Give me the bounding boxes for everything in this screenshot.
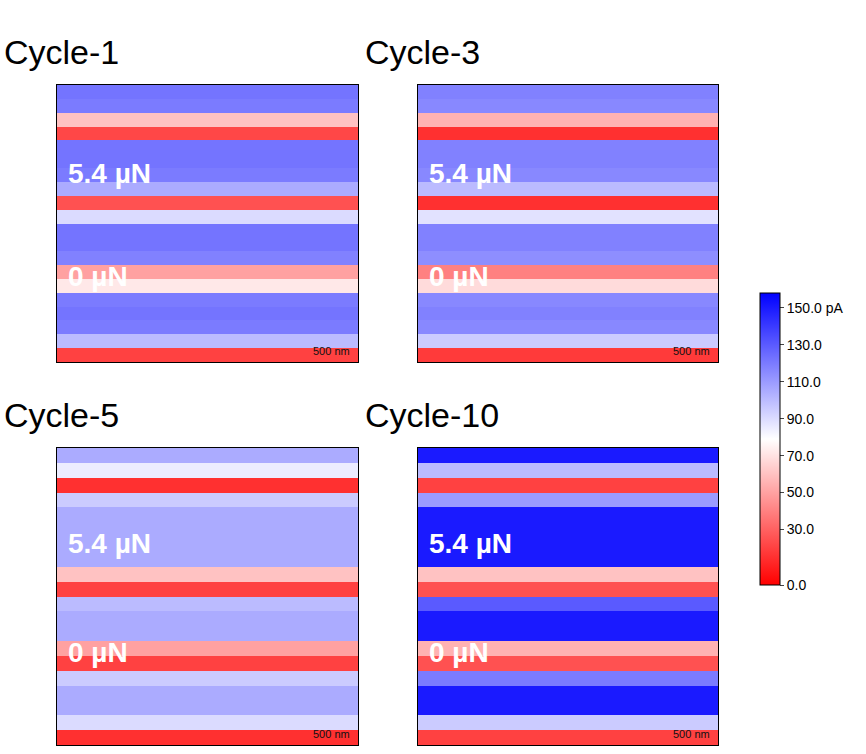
svg-text:Cycle-5: Cycle-5 [4,396,119,434]
svg-text:5.4 µN: 5.4 µN [429,528,512,559]
svg-text:5.4 µN: 5.4 µN [429,158,512,189]
svg-text:30.0: 30.0 [787,521,814,537]
svg-text:Cycle-10: Cycle-10 [365,396,499,434]
svg-text:90.0: 90.0 [787,411,814,427]
svg-text:5.4 µN: 5.4 µN [68,158,151,189]
svg-text:500 nm: 500 nm [673,728,710,740]
svg-text:0.0: 0.0 [787,577,807,593]
svg-text:500 nm: 500 nm [673,345,710,357]
svg-text:Cycle-3: Cycle-3 [365,33,480,71]
svg-text:0 µN: 0 µN [429,261,489,292]
svg-text:50.0: 50.0 [787,484,814,500]
svg-text:130.0: 130.0 [787,337,822,353]
svg-text:5.4 µN: 5.4 µN [68,528,151,559]
svg-text:150.0 pA: 150.0 pA [787,300,844,316]
svg-text:70.0: 70.0 [787,448,814,464]
svg-text:Cycle-1: Cycle-1 [4,33,119,71]
svg-text:110.0: 110.0 [787,374,821,390]
svg-text:0 µN: 0 µN [68,637,128,668]
svg-text:0 µN: 0 µN [68,261,128,292]
svg-text:500 nm: 500 nm [313,345,350,357]
svg-text:0 µN: 0 µN [429,637,489,668]
svg-text:500 nm: 500 nm [313,728,350,740]
